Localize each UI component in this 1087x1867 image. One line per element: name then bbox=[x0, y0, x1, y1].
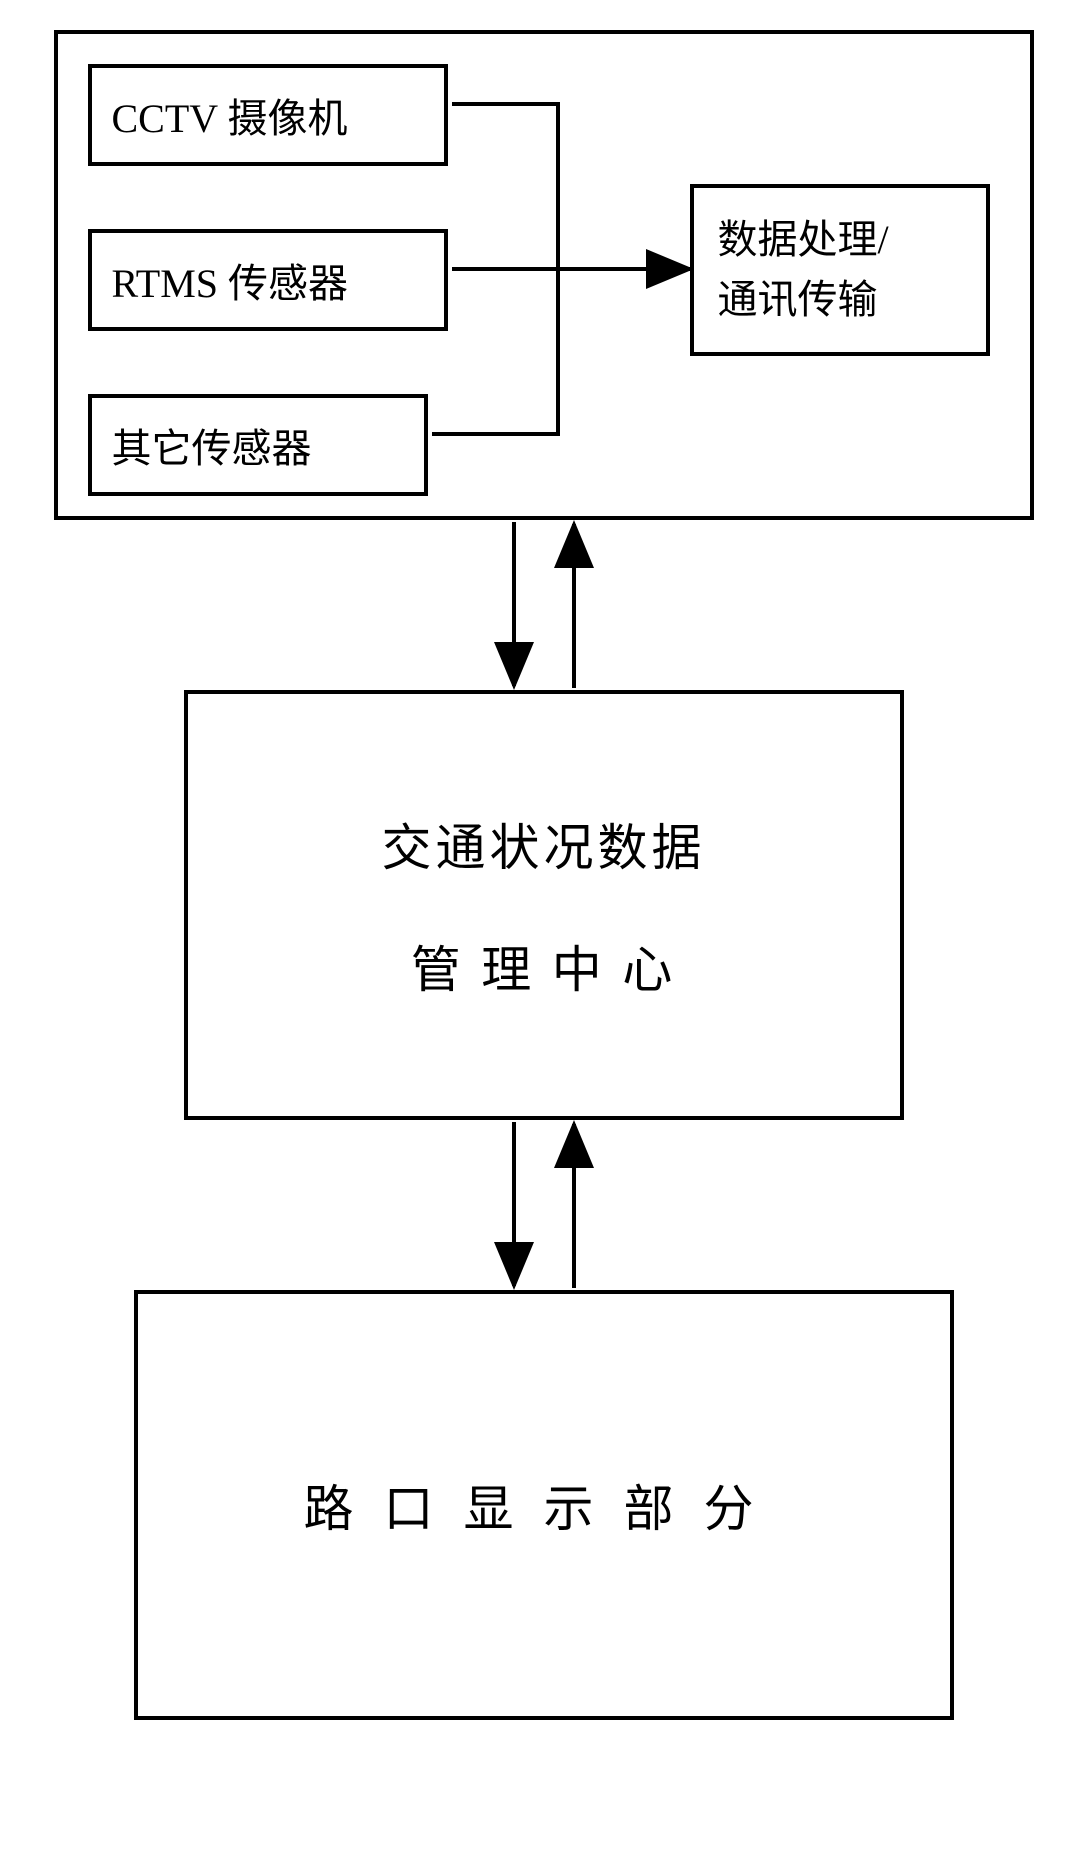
sensor-group-box: CCTV 摄像机 RTMS 传感器 其它传感器 数据处理/ 通讯传输 bbox=[54, 30, 1034, 520]
display-label: 路口显示部分 bbox=[304, 1469, 784, 1541]
arrow-gap-2 bbox=[444, 1120, 644, 1290]
other-sensor-node: 其它传感器 bbox=[88, 394, 428, 496]
other-label: 其它传感器 bbox=[112, 426, 312, 471]
processor-line2: 通讯传输 bbox=[718, 270, 962, 330]
mgmt-line1: 交通状况数据 bbox=[382, 808, 706, 880]
processor-node: 数据处理/ 通讯传输 bbox=[690, 184, 990, 356]
cctv-label: CCTV 摄像机 bbox=[112, 96, 348, 141]
cctv-sensor-node: CCTV 摄像机 bbox=[88, 64, 448, 166]
double-arrow-1-svg bbox=[444, 520, 644, 690]
mgmt-line2: 管 理 中 心 bbox=[411, 930, 677, 1002]
double-arrow-2-svg bbox=[444, 1120, 644, 1290]
rtms-sensor-node: RTMS 传感器 bbox=[88, 229, 448, 331]
processor-line1: 数据处理/ bbox=[718, 210, 962, 270]
rtms-label: RTMS 传感器 bbox=[112, 261, 349, 306]
diagram-container: CCTV 摄像机 RTMS 传感器 其它传感器 数据处理/ 通讯传输 bbox=[40, 30, 1047, 1720]
intersection-display-node: 路口显示部分 bbox=[134, 1290, 954, 1720]
management-center-node: 交通状况数据 管 理 中 心 bbox=[184, 690, 904, 1120]
arrow-gap-1 bbox=[444, 520, 644, 690]
